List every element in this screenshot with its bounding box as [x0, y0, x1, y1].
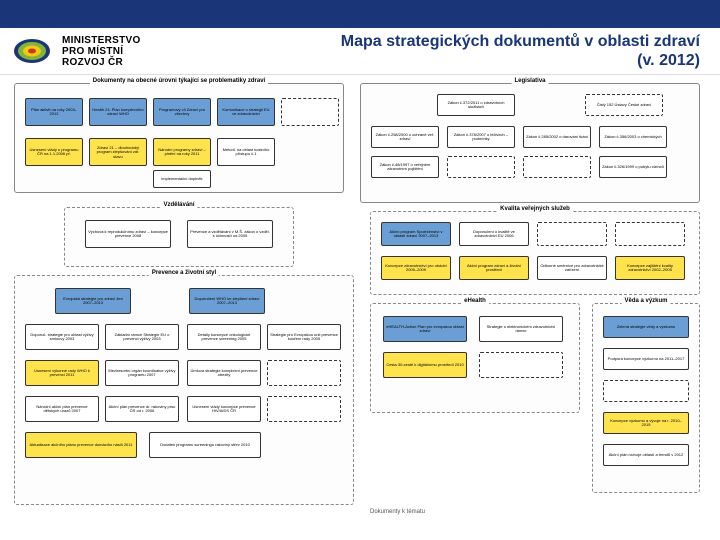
ministry-logo: [10, 35, 54, 67]
doc-box: Koncepce zajištění kvality zdravotnictví…: [615, 256, 685, 280]
doc-box: Zákon č.48/1997 o veřejném zdravotním po…: [371, 156, 439, 178]
panel-title: Dokumenty na obecné úrovni týkající se p…: [90, 78, 268, 84]
panel-p4: Kvalita veřejných služebAkční program Sp…: [370, 211, 700, 295]
doc-box: Zákon č.372/2011 o zdravotních službách: [437, 94, 515, 116]
doc-box: [479, 352, 563, 378]
panel-title: Prevence a životní styl: [149, 270, 219, 276]
doc-box: Programový cíl Zdraví pro všechny: [153, 98, 211, 126]
title-line1: Mapa strategických dokumentů v oblasti z…: [141, 32, 700, 51]
header: MINISTERSTVO PRO MÍSTNÍ ROZVOJ ČR Mapa s…: [0, 28, 720, 75]
doc-box: Zdraví 21 – dlouhodobý program zlepšován…: [89, 138, 147, 166]
doc-box: Aktualizace akčního plánu prevence domác…: [25, 432, 137, 458]
title-line2: (v. 2012): [141, 51, 700, 70]
doc-box: Metodi. na oblast kostního přístupu č.1: [217, 138, 275, 166]
doc-box: Národní akční plán prevence dětských úra…: [25, 396, 99, 422]
ministry-name: MINISTERSTVO PRO MÍSTNÍ ROZVOJ ČR: [62, 35, 141, 68]
doc-box: implementační doplněk: [153, 170, 211, 188]
doc-box: Evropská strategie pro zdraví žen 2007–2…: [55, 288, 131, 314]
doc-box: [267, 396, 341, 422]
ministry-line1: MINISTERSTVO: [62, 35, 141, 46]
doc-box: Strategie pro Evropskou unii prevence ko…: [267, 324, 341, 350]
doc-box: [267, 360, 341, 386]
panel-title: Legislativa: [511, 78, 548, 84]
doc-box: Akční program zdraví a životní prostředí: [459, 256, 529, 280]
doc-box: Zelená strategie vědy a výzkumu: [603, 316, 689, 338]
panel-title: Vzdělávání: [160, 202, 197, 208]
doc-box: Zákon č.258/2000 o ochraně veř. zdraví: [371, 126, 439, 148]
diagram-area: Dokumenty na obecné úrovni týkající se p…: [0, 75, 720, 87]
panel-p1: Dokumenty na obecné úrovni týkající se p…: [14, 83, 344, 193]
doc-box: Doporučení WHO ke zlepšení zdraví 2007–2…: [189, 288, 265, 314]
doc-box: [523, 156, 591, 178]
doc-box: [447, 156, 515, 178]
doc-box: Komunikace o strategii EU ve zdravotnict…: [217, 98, 275, 126]
doc-box: Čistý 152 Ústavy České zdraví: [585, 94, 663, 116]
ministry-line2: PRO MÍSTNÍ: [62, 46, 141, 57]
doc-box: Usnesení výkonné rady WHO k prevenci 201…: [25, 360, 99, 386]
doc-box: Podpora koncepce výzkumu na 2011–2017: [603, 348, 689, 370]
doc-box: Usnesení vlády koncepce prevence HIV/AID…: [187, 396, 261, 422]
doc-box: [537, 222, 607, 246]
doc-box: Zákon č.285/2002 o darování tkání: [523, 126, 591, 148]
doc-box: Akční plán prevence dr. rakoviny prsu ČR…: [105, 396, 179, 422]
doc-box: Plán aktivit na roky 2003–2012: [25, 98, 83, 126]
panel-title: eHealth: [461, 298, 489, 304]
doc-box: [281, 98, 339, 126]
doc-box: Úmluva strategie komplexní prevence obez…: [187, 360, 261, 386]
doc-box: Usnesení vlády o programu ČR na 1.1.2006…: [25, 138, 83, 166]
panel-title: Věda a výzkum: [621, 298, 670, 304]
doc-box: Strategie o elektronickém zdravotnictví …: [479, 316, 563, 342]
doc-box: Výchova k reprodukčnímu zdraví – koncepc…: [85, 220, 171, 248]
doc-box: Doporučení o kvalitě ve zdravotnictví EU…: [459, 222, 529, 246]
doc-box: Dodatek programu screeningu rakoviny stř…: [149, 432, 261, 458]
panel-p6: eHealtheHEALTH-Action Plan pro evropskou…: [370, 303, 580, 413]
panel-title: Kvalita veřejných služeb: [497, 206, 573, 212]
topbar: [0, 0, 720, 28]
doc-box: Health 21: Plán komplexního zdraví WHO: [89, 98, 147, 126]
ministry-line3: ROZVOJ ČR: [62, 57, 141, 68]
doc-box: eHEALTH-Action Plan pro evropskou oblast…: [383, 316, 467, 342]
footer-label: Dokumenty k tématu: [370, 509, 425, 515]
doc-box: Koncepce výzkumu a vývoje na r. 2010–201…: [603, 412, 689, 434]
doc-box: Národní programy zdraví – plnění na roky…: [153, 138, 211, 166]
panel-p7: Věda a výzkumZelená strategie vědy a výz…: [592, 303, 700, 493]
doc-box: Koncepce zdravotnictví pro období 2005–2…: [381, 256, 451, 280]
doc-box: [615, 222, 685, 246]
page-title: Mapa strategických dokumentů v oblasti z…: [141, 32, 710, 70]
doc-box: Prevence a vzdělávání v M.Š. zákon o vzd…: [187, 220, 273, 248]
doc-box: Zákon č.326/1999 o pobytu cizinců: [599, 156, 667, 178]
panel-p5: Prevence a životní stylEvropská strategi…: [14, 275, 354, 505]
panel-p2: LegislativaZákon č.372/2011 o zdravotníc…: [360, 83, 700, 203]
doc-box: Cesta 30-cestě k digitálnímu prostředí 2…: [383, 352, 467, 378]
doc-box: Zákon č.378/2007 o léčivech – podmínky: [447, 126, 515, 148]
doc-box: Detaily koncepce onkologické prevence sc…: [187, 324, 261, 350]
doc-box: Akční program Společenství v oblasti zdr…: [381, 222, 451, 246]
doc-box: Odborné směrnice pro zdravotnické zaříze…: [537, 256, 607, 280]
panel-p3: VzděláváníVýchova k reprodukčnímu zdraví…: [64, 207, 294, 267]
doc-box: Meziresortní orgán koordinatce výživy pr…: [105, 360, 179, 386]
doc-box: Zákon č.356/2003 o chemických: [599, 126, 667, 148]
doc-box: Základní rámce Strategie EU o prevenci v…: [105, 324, 179, 350]
doc-box: Akční plán rozvoje oblastí a trendů v 20…: [603, 444, 689, 466]
doc-box: Doporuč. strategie pro oblast výživy sml…: [25, 324, 99, 350]
doc-box: [603, 380, 689, 402]
